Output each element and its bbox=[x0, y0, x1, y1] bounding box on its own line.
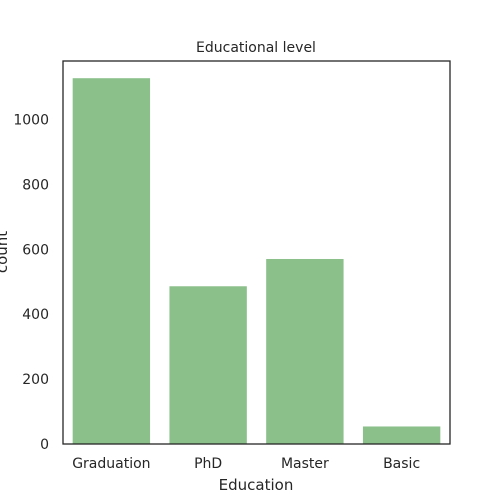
x-tick-label-phd: PhD bbox=[194, 456, 222, 472]
bar-basic bbox=[362, 426, 441, 444]
x-tick-label-basic: Basic bbox=[383, 456, 420, 472]
x-tick-label-master: Master bbox=[281, 456, 329, 472]
bars-layer bbox=[72, 78, 441, 444]
x-axis-label: Education bbox=[219, 476, 294, 494]
bar-master bbox=[266, 258, 344, 444]
y-tick-label-200: 200 bbox=[22, 372, 49, 388]
y-tick-label-400: 400 bbox=[22, 307, 49, 323]
bar-graduation bbox=[72, 78, 151, 444]
chart-title: Educational level bbox=[196, 40, 316, 56]
y-tick-label-600: 600 bbox=[22, 242, 49, 258]
y-axis-label: count bbox=[0, 231, 11, 273]
plot-frame bbox=[62, 60, 451, 445]
bar-phd bbox=[169, 286, 247, 444]
x-tick-label-graduation: Graduation bbox=[72, 456, 150, 472]
y-tick-label-1000: 1000 bbox=[13, 112, 49, 128]
x-axis-ticks: Graduation PhD Master Basic bbox=[72, 456, 420, 472]
y-tick-label-0: 0 bbox=[40, 437, 49, 453]
y-tick-label-800: 800 bbox=[22, 177, 49, 193]
y-axis-ticks: 0 200 400 600 800 1000 bbox=[13, 112, 49, 453]
